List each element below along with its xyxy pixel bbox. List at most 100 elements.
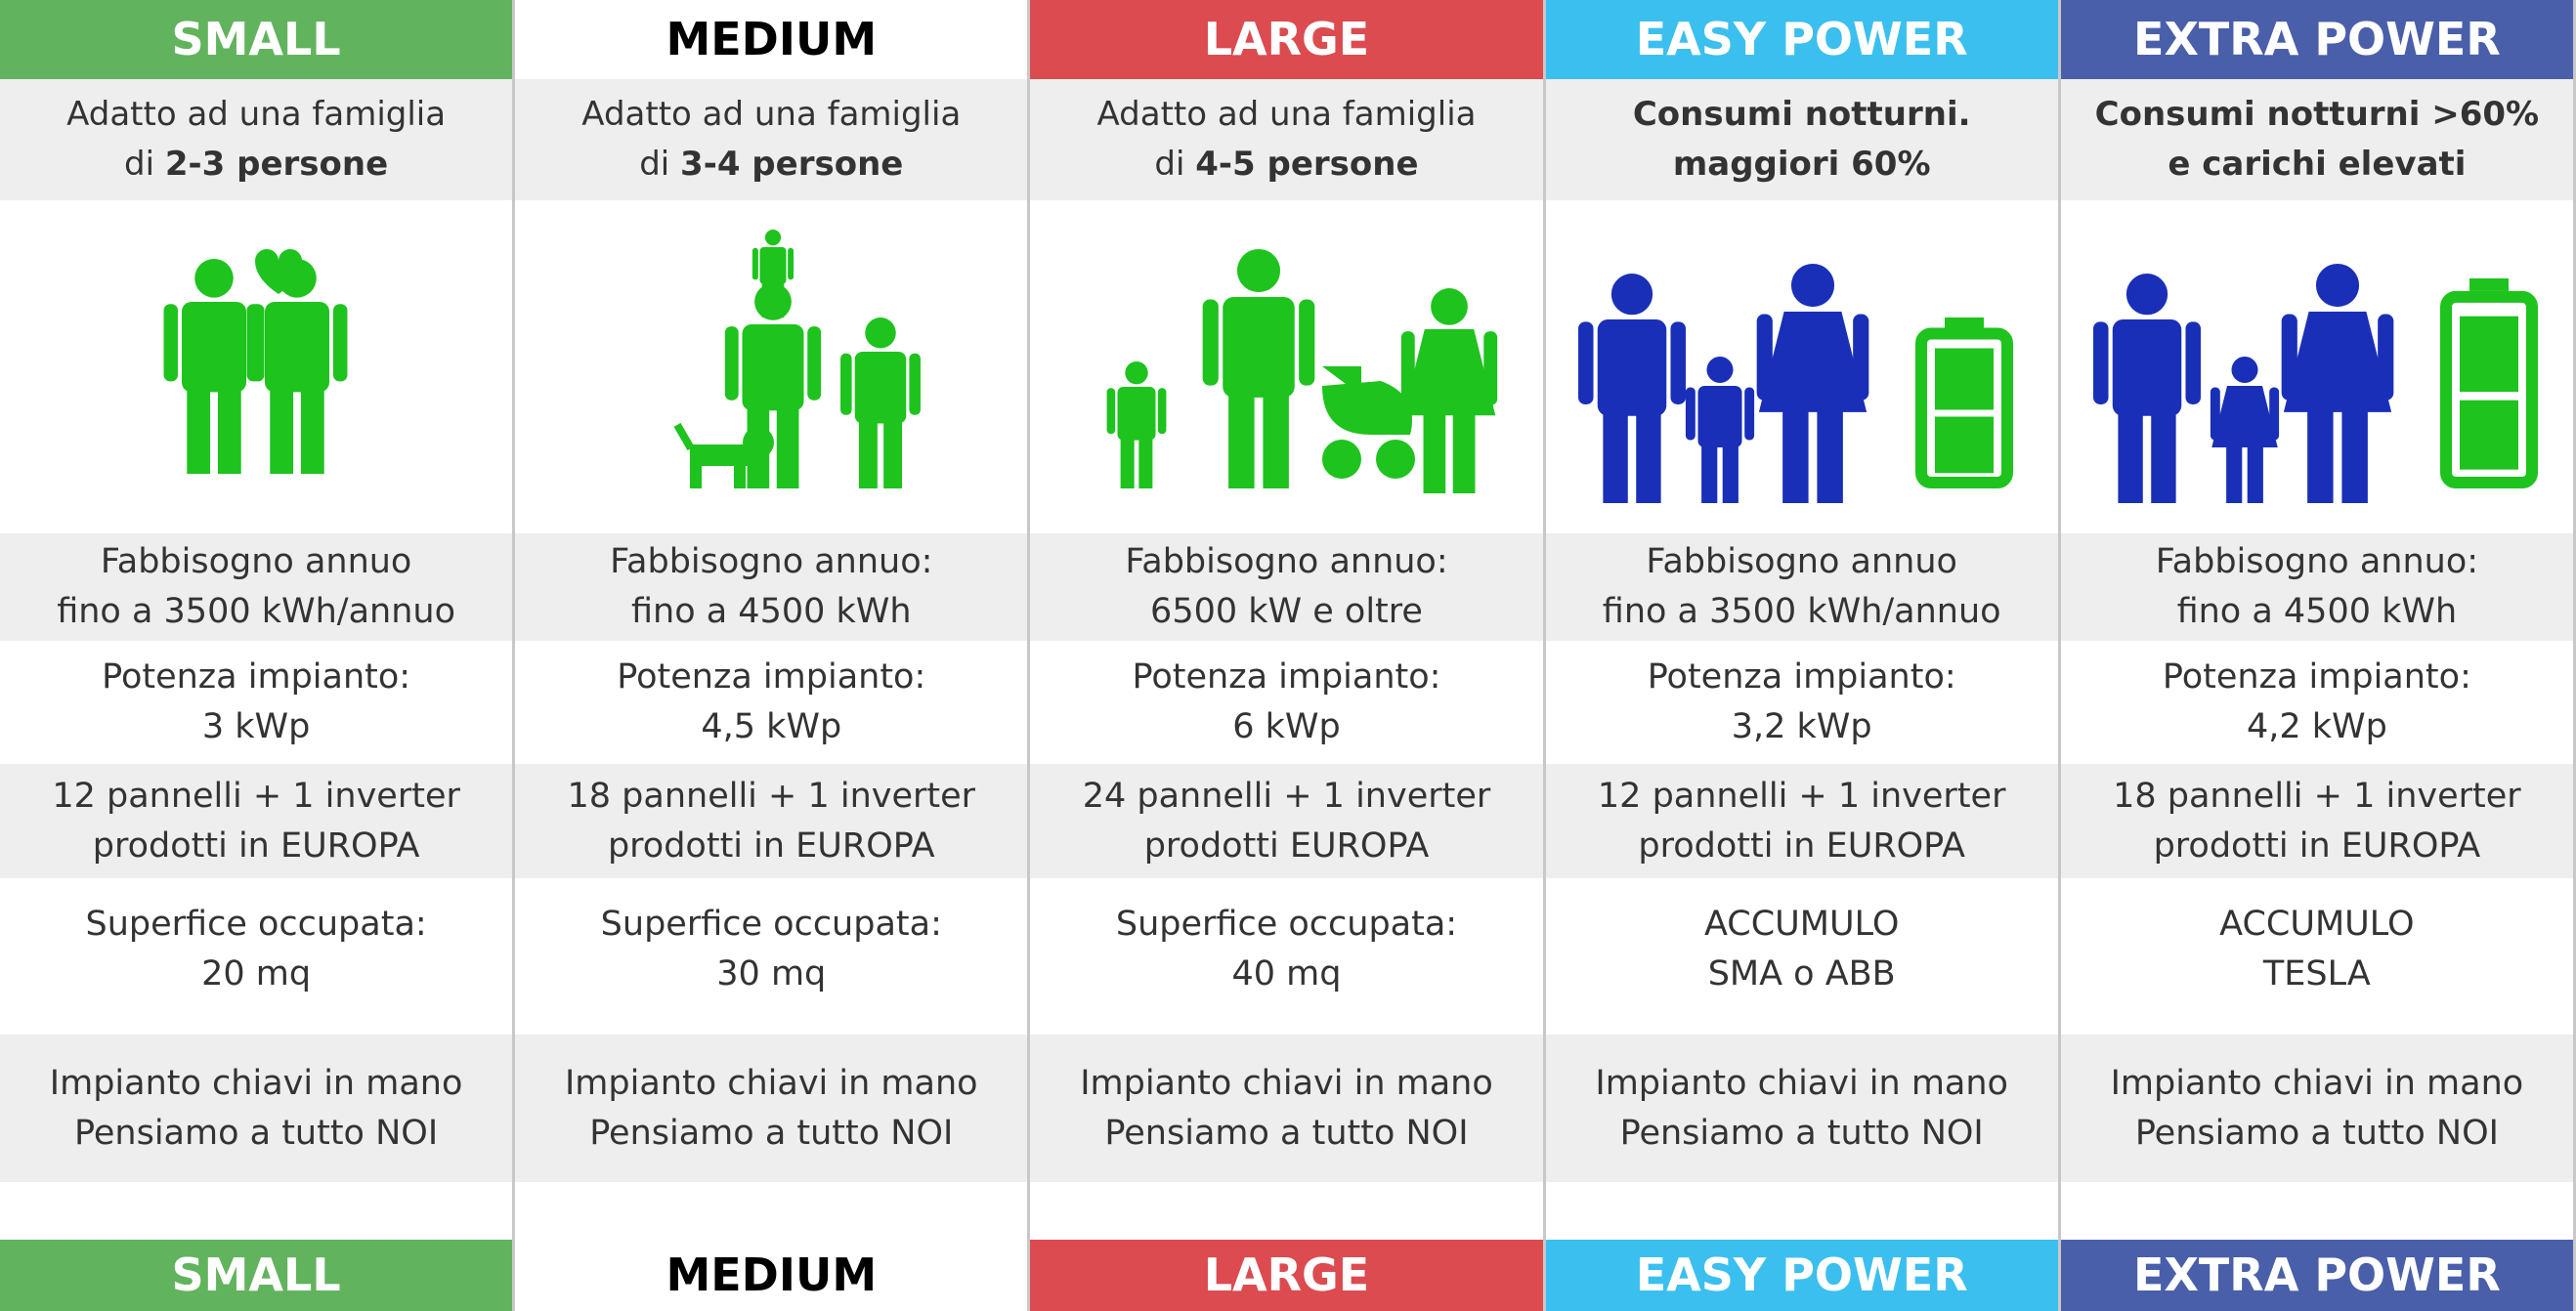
description-line: Adatto ad una famiglia — [581, 90, 961, 140]
spec-potenza: Potenza impianto:6 kWp — [1030, 641, 1542, 764]
plan-name: SMALL — [172, 15, 341, 64]
spec-line: prodotti in EUROPA — [2154, 822, 2481, 871]
spec-line: 6500 kW e oltre — [1150, 587, 1423, 637]
family-icon — [1029, 200, 1544, 533]
spec-line: Impianto chiavi in mano — [1595, 1059, 2008, 1109]
description-line: Adatto ad una famiglia — [1096, 90, 1476, 140]
spec-superficie: Superfice occupata:20 mq — [0, 878, 512, 1035]
plan-footer: MEDIUM — [515, 1240, 1027, 1311]
plan-name: LARGE — [1204, 1250, 1370, 1300]
plan-illustration — [0, 200, 512, 533]
spec-line: 3 kWp — [202, 702, 311, 752]
spec-line: 24 pannelli + 1 inverter — [1083, 772, 1491, 822]
family-icon — [514, 200, 1029, 533]
spec-line: Pensiamo a tutto NOI — [1104, 1109, 1468, 1159]
spec-line: Pensiamo a tutto NOI — [589, 1109, 953, 1159]
description-text: Adatto ad una famiglia — [66, 95, 446, 134]
plan-name: SMALL — [172, 1250, 341, 1300]
spec-line: Impianto chiavi in mano — [1080, 1059, 1493, 1109]
spec-line: Potenza impianto: — [617, 653, 925, 702]
spec-potenza: Potenza impianto:3,2 kWp — [1546, 641, 2058, 764]
spec-line: Potenza impianto: — [1648, 653, 1956, 702]
plan-column: MEDIUM MEDIUM Adatto ad una famiglia di 3-4… — [515, 0, 1030, 1311]
plan-name: MEDIUM — [665, 15, 877, 64]
family-icon — [1544, 200, 2059, 533]
spec-line: Pensiamo a tutto NOI — [74, 1109, 438, 1159]
spec-fabbisogno: Fabbisogno annuo:fino a 4500 kWh — [515, 533, 1027, 641]
spec-line: SMA o ABB — [1708, 950, 1896, 999]
spec-line: Potenza impianto: — [102, 653, 410, 702]
spec-line: Superfice occupata: — [601, 900, 942, 950]
spec-line: prodotti EUROPA — [1144, 822, 1430, 871]
description-text: di — [639, 145, 680, 184]
plan-name: EXTRA POWER — [2133, 1250, 2501, 1300]
family-icon — [2059, 200, 2574, 533]
plan-header: MEDIUM — [515, 0, 1027, 79]
plan-illustration — [1030, 200, 1542, 533]
description-text: Adatto ad una famiglia — [581, 95, 961, 134]
description-line: maggiori 60% — [1673, 140, 1931, 190]
spec-line: Pensiamo a tutto NOI — [2135, 1109, 2499, 1159]
description-text: e carichi elevati — [2168, 145, 2466, 184]
plan-column: EXTRA POWER EXTRA POWER Consumi notturni >… — [2061, 0, 2576, 1311]
description-line: e carichi elevati — [2168, 140, 2466, 190]
spec-line: 3,2 kWp — [1732, 702, 1872, 752]
spec-line: Impianto chiavi in mano — [50, 1059, 463, 1109]
spec-line: fino a 3500 kWh/annuo — [57, 587, 455, 637]
spec-line: 6 kWp — [1232, 702, 1341, 752]
description-text: di — [124, 145, 165, 184]
plan-footer: LARGE — [1030, 1240, 1542, 1311]
plan-illustration — [1546, 200, 2058, 533]
spec-line: 12 pannelli + 1 inverter — [1598, 772, 2006, 822]
spec-line: Superfice occupata: — [1116, 900, 1457, 950]
spec-potenza: Potenza impianto:3 kWp — [0, 641, 512, 764]
spec-line: Pensiamo a tutto NOI — [1620, 1109, 1984, 1159]
description-text: 3-4 persone — [680, 145, 903, 184]
plan-illustration — [2061, 200, 2573, 533]
plan-illustration — [515, 200, 1027, 533]
spec-line: prodotti in EUROPA — [608, 822, 935, 871]
plan-description: Adatto ad una famiglia di 3-4 persone — [515, 79, 1027, 200]
plan-name: EASY POWER — [1636, 15, 1968, 64]
spec-line: TESLA — [2263, 950, 2371, 999]
description-text: Adatto ad una famiglia — [1096, 95, 1476, 134]
spec-line: Fabbisogno annuo: — [610, 537, 932, 587]
spec-line: Superfice occupata: — [85, 900, 426, 950]
spec-fabbisogno: Fabbisogno annuo:6500 kW e oltre — [1030, 533, 1542, 641]
description-line: Consumi notturni >60% — [2095, 90, 2539, 140]
spec-line: 4,5 kWp — [701, 702, 841, 752]
plan-footer: SMALL — [0, 1240, 512, 1311]
plan-footer: EXTRA POWER — [2061, 1240, 2573, 1311]
plan-name: EASY POWER — [1636, 1250, 1968, 1300]
spec-line: ACCUMULO — [1704, 900, 1899, 950]
spec-line: Impianto chiavi in mano — [2111, 1059, 2524, 1109]
plan-header: LARGE — [1030, 0, 1542, 79]
plan-name: EXTRA POWER — [2133, 15, 2501, 64]
spec-fabbisogno: Fabbisogno annuo:fino a 4500 kWh — [2061, 533, 2573, 641]
spec-line: 18 pannelli + 1 inverter — [2113, 772, 2521, 822]
spec-potenza: Potenza impianto:4,2 kWp — [2061, 641, 2573, 764]
description-text: Consumi notturni. — [1633, 95, 1971, 134]
comparison-table: SMALLSMALLAdatto ad una famigliadi 2-3 p… — [0, 0, 2576, 1311]
plan-footer: EASY POWER — [1546, 1240, 2058, 1311]
spec-line: prodotti in EUROPA — [1638, 822, 1965, 871]
spec-line: Fabbisogno annuo — [101, 537, 412, 587]
spec-line: 20 mq — [201, 950, 311, 999]
spec-line: Fabbisogno annuo: — [1125, 537, 1447, 587]
spec-line: 30 mq — [716, 950, 826, 999]
spec-potenza: Potenza impianto:4,5 kWp — [515, 641, 1027, 764]
spec-line: fino a 4500 kWh — [2177, 587, 2458, 637]
description-text: maggiori 60% — [1673, 145, 1931, 184]
